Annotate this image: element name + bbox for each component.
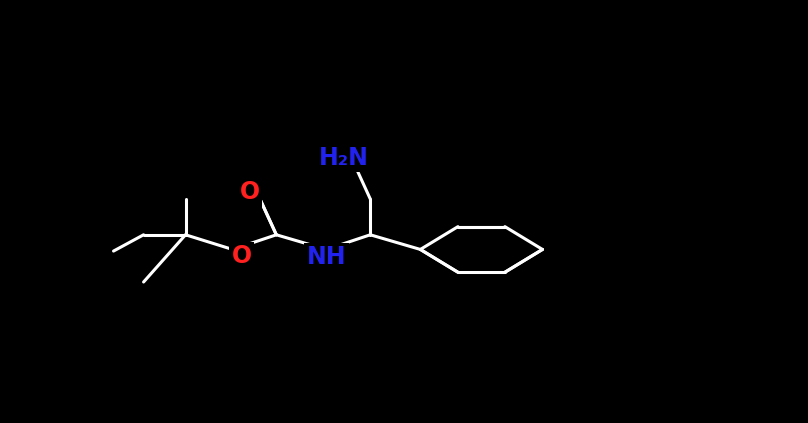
Text: H₂N: H₂N: [319, 146, 369, 170]
Text: O: O: [232, 244, 252, 268]
Text: O: O: [240, 181, 260, 204]
Text: NH: NH: [307, 245, 346, 269]
